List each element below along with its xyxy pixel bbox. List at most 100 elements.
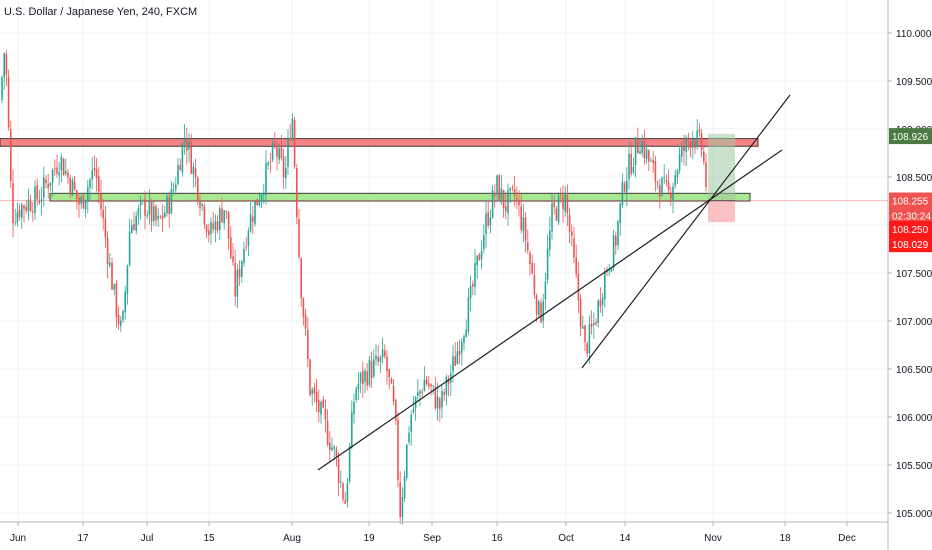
y-tick-label: 108.500 [896,173,932,184]
candle-body [98,175,100,192]
candle-body [49,182,52,186]
candle-body [161,215,164,219]
candle-body [258,201,261,205]
candle-body [687,137,690,142]
candle-body [7,76,10,128]
candle-body [3,53,5,78]
candle-body [476,255,478,266]
candle-body [115,283,118,318]
candle-body [23,205,25,209]
y-tick-label: 105.000 [896,509,932,520]
candle-body [650,161,652,162]
candle-body [45,179,47,184]
candle-body [590,323,593,327]
candle-body [535,295,538,315]
candle-body [469,285,472,299]
candle-body [21,204,23,218]
x-tick-label: 15 [203,533,215,544]
candle-body [546,248,549,280]
candle-body [309,359,311,395]
candle-body [478,254,481,261]
candle-body [359,373,362,383]
x-tick-label: Dec [838,533,856,544]
candle-body [652,160,654,164]
candle-body [452,356,454,372]
position-stop-zone [708,200,735,223]
candle-body [38,200,41,203]
candle-body [467,297,470,332]
resistance-zone [0,138,759,147]
candle-body [681,145,683,157]
x-tick-label: 19 [363,533,375,544]
candle-body [582,326,584,329]
candle-body [489,217,492,226]
candle-body [430,384,432,387]
candle-body [249,214,252,232]
candle-body [168,196,170,215]
candle-body [678,154,681,171]
candle-body [502,189,505,208]
candle-body [560,194,562,196]
candle-body [645,149,648,160]
position-tool[interactable] [708,133,735,223]
price-label-current-bg [889,192,932,209]
candle-body [395,399,397,421]
candle-body [509,187,511,191]
candle-body [159,216,162,218]
candle-body [58,172,60,176]
candle-body [483,235,485,250]
candle-body [373,359,375,377]
x-tick-label: 18 [779,533,791,544]
candle-body [458,350,461,356]
candle-body [298,219,300,257]
candle-body [205,225,208,232]
candle-body [276,145,278,157]
candle-body [601,297,604,306]
candle-body [113,284,115,290]
candle-body [192,166,195,175]
candle-body [329,442,331,451]
candle-body [137,208,140,217]
candle-body [637,138,639,153]
candle-body [212,223,214,230]
candle-body [408,432,410,443]
candle-body [256,199,258,206]
candle-body [643,139,646,159]
candle-body [355,388,357,400]
candle-body [282,156,285,178]
candle-body [265,162,267,195]
candle-body [595,322,597,325]
candle-body [333,446,335,449]
candle-body [313,388,316,394]
trendline-long [317,149,783,471]
candle-body [364,370,366,383]
candle-body [208,230,210,236]
price-label-countdown-bg [889,207,932,224]
price-label-countdown-text: 02:30:24 [892,211,931,222]
candle-body [518,201,520,206]
candle-body [566,194,569,213]
candle-body [351,412,353,449]
trendlines[interactable] [317,94,791,471]
candle-body [412,408,415,413]
trendline-steep [581,94,791,369]
candle-body [397,419,399,481]
candle-body [579,298,582,328]
y-tick-label: 107.000 [896,317,932,328]
candle-body [199,201,201,209]
candle-body [685,137,687,152]
candle-body [599,299,602,307]
candle-body [43,177,45,198]
candle-body [401,496,404,517]
candle-body [586,343,588,354]
candle-body [342,483,344,500]
chart-title: U.S. Dollar / Japanese Yen, 240, FXCM [4,6,198,18]
candle-body [14,222,16,224]
candle-body [82,195,85,209]
candle-body [91,170,93,180]
y-tick-label: 105.500 [896,461,932,472]
candle-body [630,153,632,174]
candle-body [524,217,527,241]
candle-body [527,242,529,251]
